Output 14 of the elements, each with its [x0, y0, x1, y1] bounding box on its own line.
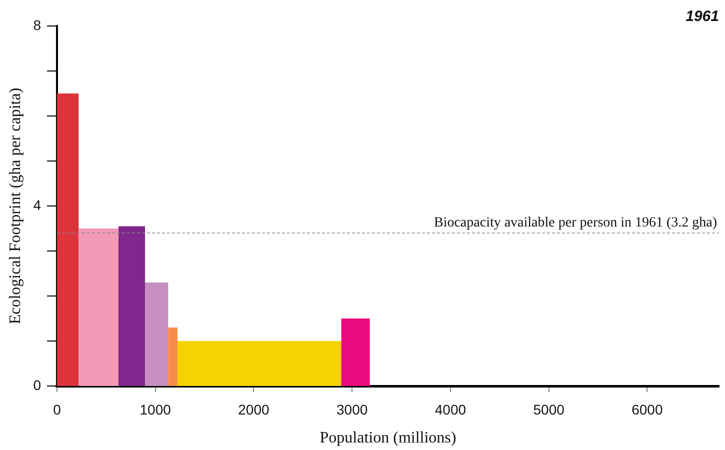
x-axis-title: Population (millions)	[320, 430, 456, 447]
y-tick-label: 8	[33, 16, 42, 33]
y-axis-title: Ecological Footprint (gha per capita)	[6, 88, 24, 324]
x-tick-label: 2000	[238, 401, 270, 418]
x-tick-label: 3000	[336, 401, 368, 418]
x-tick-label: 5000	[533, 401, 565, 418]
x-tick-label: 0	[53, 401, 62, 418]
x-tick-label: 4000	[434, 401, 466, 418]
x-tick-label: 1000	[140, 401, 172, 418]
ref-line-label: Biocapacity available per person in 1961 (3.2 gha)	[434, 216, 718, 231]
y-tick-label: 0	[33, 376, 42, 393]
x-tick-label: 6000	[632, 401, 663, 418]
y-tick-label: 4	[33, 196, 42, 213]
chart-title: 1961	[686, 8, 719, 26]
